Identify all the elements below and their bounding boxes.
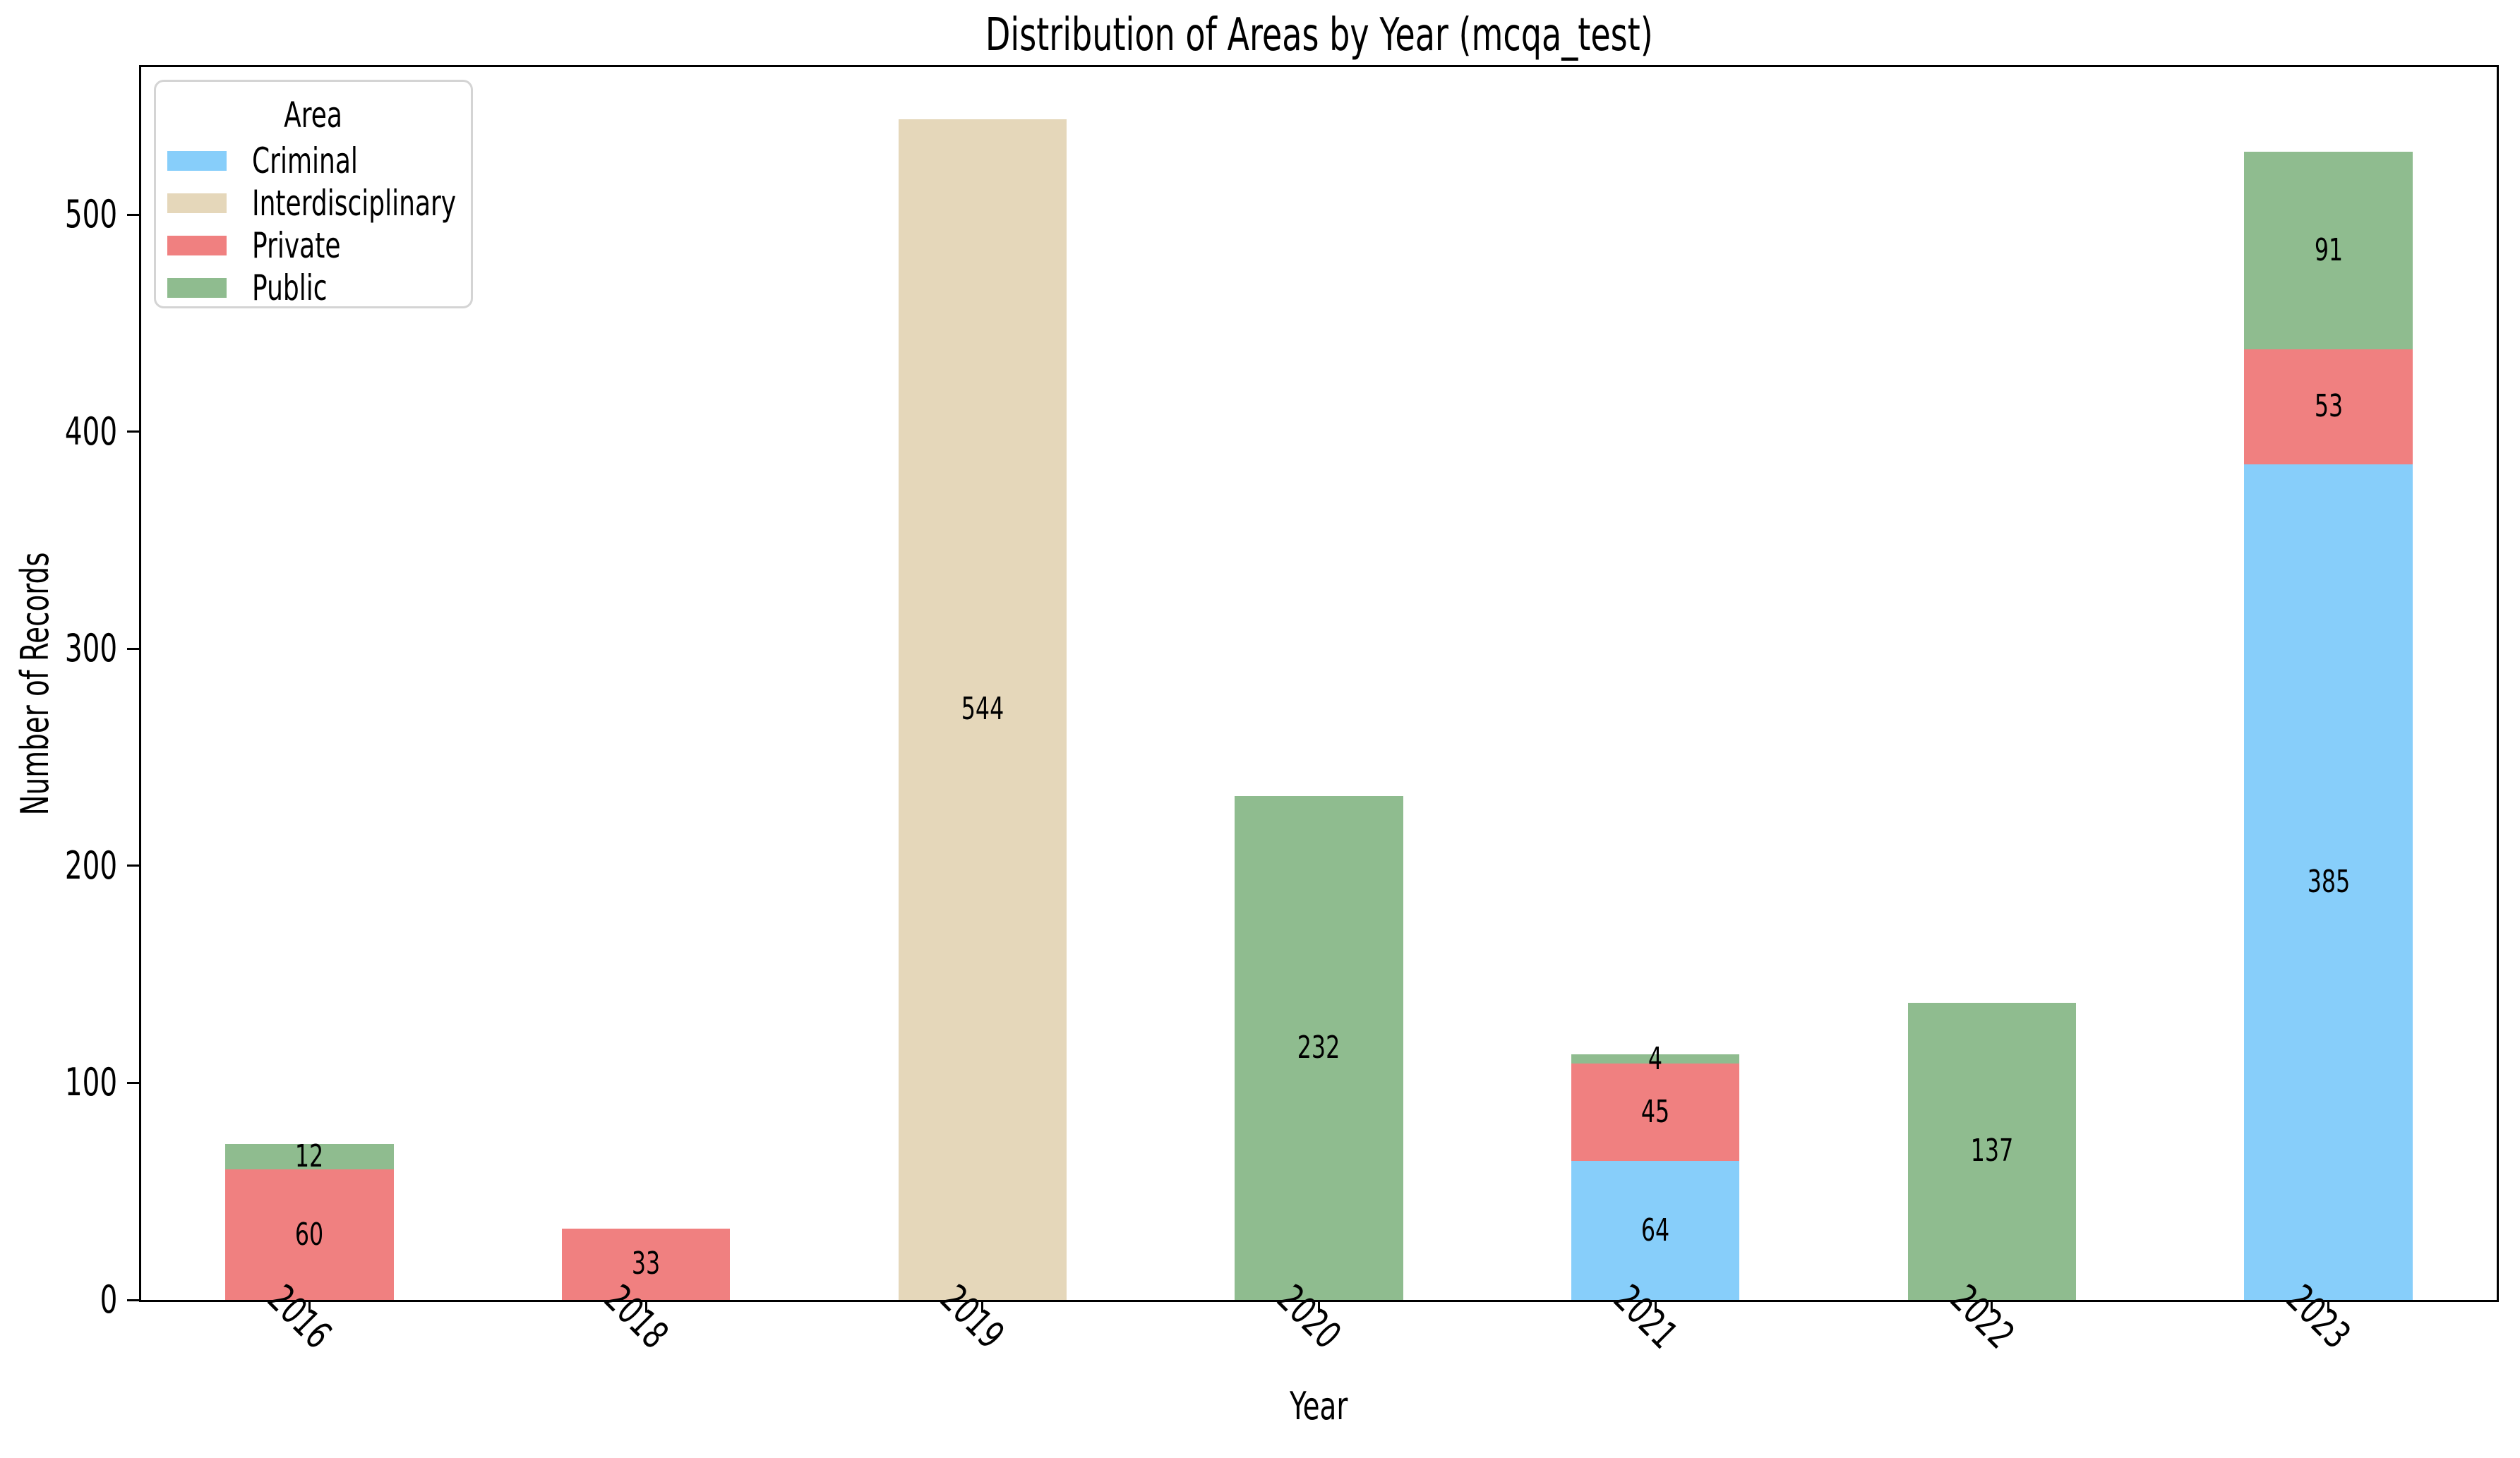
- y-tick-mark-100: [127, 1081, 139, 1084]
- y-tick-label-text: 200: [64, 843, 117, 888]
- legend-entry-interdisciplinary: Interdisciplinary: [167, 182, 464, 224]
- legend-title: Area: [156, 97, 471, 133]
- y-tick-mark-0: [127, 1299, 139, 1301]
- bar-value-label: 385: [2307, 863, 2350, 900]
- x-tick-mark-2016: [308, 1302, 311, 1313]
- legend-entry-label: Criminal: [252, 140, 358, 181]
- bar-segment-2021-public: 4: [1571, 1043, 1740, 1074]
- bar-value-label: 60: [295, 1216, 324, 1253]
- y-tick-mark-500: [127, 213, 139, 216]
- x-axis-title-text: Year: [1290, 1384, 1348, 1428]
- x-axis-title: Year: [139, 1384, 2499, 1428]
- bar-segment-2021-criminal: 64: [1571, 1161, 1740, 1300]
- legend-swatch-public: [167, 278, 227, 298]
- bar-value-label: 53: [2314, 388, 2343, 425]
- bar-value-label: 45: [1641, 1093, 1670, 1130]
- plot-area: 60 12 33 544 232 64 45 4 137 385 53 91: [139, 65, 2499, 1302]
- bar-segment-2020-public: 232: [1235, 796, 1403, 1300]
- bar-value-label: 4: [1648, 1040, 1663, 1077]
- bar-segment-2021-private: 45: [1571, 1063, 1740, 1162]
- bar-segment-2018-private: 33: [561, 1228, 731, 1300]
- y-tick-label-text: 300: [64, 626, 117, 671]
- bar-segment-2016-private: 60: [225, 1169, 394, 1300]
- bar-segment-2023-public: 91: [2244, 151, 2413, 349]
- y-tick-mark-400: [127, 430, 139, 433]
- bars-container: 60 12 33 544 232 64 45 4 137 385 53 91: [141, 67, 2497, 1300]
- y-tick-label-text: 0: [100, 1277, 117, 1322]
- bar-segment-2022-public: 137: [1907, 1002, 2077, 1300]
- y-tick-mark-300: [127, 647, 139, 650]
- x-tick-mark-2018: [644, 1302, 647, 1313]
- y-tick-label-text: 100: [64, 1060, 117, 1105]
- x-tick-mark-2023: [2327, 1302, 2330, 1313]
- legend-entry-label: Interdisciplinary: [252, 183, 457, 224]
- legend-items: Criminal Interdisciplinary Private Public: [167, 140, 464, 309]
- legend-entry-label: Public: [252, 267, 328, 308]
- legend-entry-private: Private: [167, 224, 464, 267]
- x-tick-mark-2019: [981, 1302, 984, 1313]
- legend-entry-label: Private: [252, 225, 341, 266]
- y-tick-label-400: 400: [0, 409, 117, 454]
- bar-value-label: 544: [961, 691, 1004, 728]
- bar-value-label: 12: [295, 1138, 324, 1175]
- x-tick-mark-2021: [1654, 1302, 1657, 1313]
- bar-value-label: 137: [1970, 1133, 2014, 1169]
- legend-entry-criminal: Criminal: [167, 140, 464, 182]
- y-tick-label-300: 300: [0, 629, 117, 668]
- y-tick-label-text: 500: [64, 192, 117, 237]
- x-tick-mark-2020: [1318, 1302, 1320, 1313]
- chart-title: Distribution of Areas by Year (mcqa_test…: [139, 9, 2499, 62]
- bar-segment-2019-interdisciplinary: 544: [898, 119, 1067, 1300]
- bar-value-label: 232: [1297, 1030, 1340, 1066]
- legend-swatch-criminal: [167, 151, 227, 171]
- chart-title-text: Distribution of Areas by Year (mcqa_test…: [985, 9, 1653, 61]
- bar-segment-2023-private: 53: [2244, 349, 2413, 464]
- bar-segment-2023-criminal: 385: [2244, 464, 2413, 1300]
- y-tick-mark-200: [127, 864, 139, 867]
- bar-value-label: 64: [1641, 1212, 1670, 1248]
- y-axis-title: Number of Records: [13, 552, 57, 816]
- y-tick-label-200: 200: [0, 843, 117, 888]
- y-tick-label-500: 500: [0, 195, 117, 234]
- legend-swatch-private: [167, 236, 227, 255]
- bar-value-label: 33: [631, 1246, 661, 1282]
- x-tick-mark-2022: [1991, 1302, 1993, 1313]
- legend-swatch-interdisciplinary: [167, 193, 227, 213]
- y-tick-label-100: 100: [0, 1064, 117, 1102]
- legend: Area Criminal Interdisciplinary Private Pub…: [154, 80, 473, 308]
- y-tick-label-text: 400: [64, 409, 117, 454]
- legend-title-text: Area: [284, 95, 343, 135]
- y-tick-label-0: 0: [0, 1281, 117, 1319]
- bar-value-label: 91: [2314, 231, 2343, 268]
- legend-entry-public: Public: [167, 267, 464, 309]
- bar-segment-2016-public: 12: [225, 1138, 394, 1175]
